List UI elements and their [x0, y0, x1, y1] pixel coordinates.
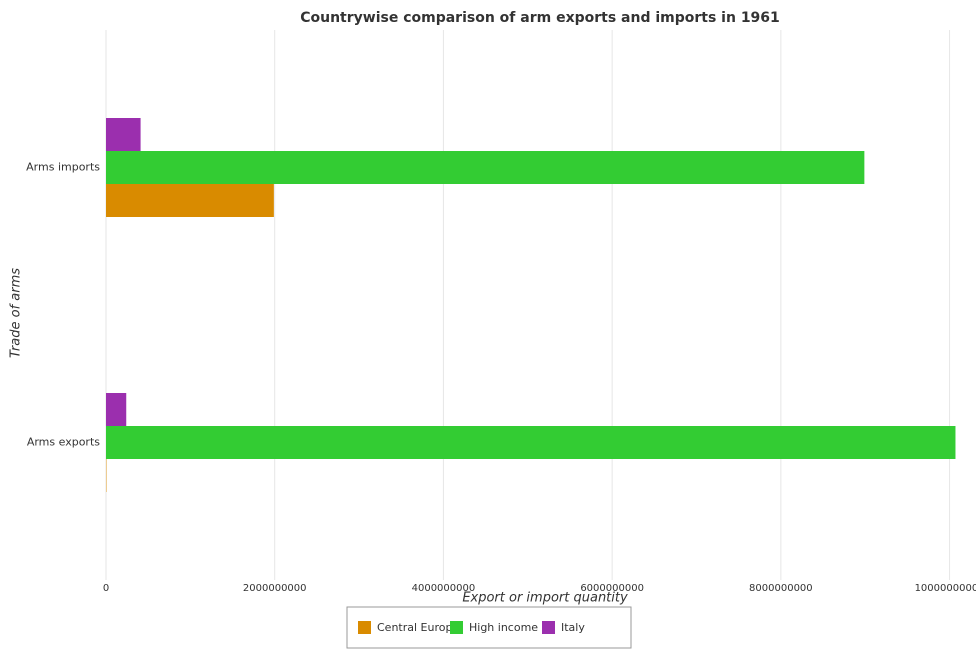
x-tick-label: 4000000000	[412, 583, 476, 594]
legend-label: Central Europe	[377, 621, 459, 634]
legend-label: Italy	[561, 621, 585, 634]
legend-swatch	[450, 621, 463, 634]
y-tick-label: Arms imports	[26, 161, 100, 174]
bar	[106, 393, 126, 426]
x-tick-label: 10000000000	[915, 583, 976, 594]
plot-area	[106, 30, 958, 580]
x-tick-label: 0	[103, 583, 109, 594]
bar	[106, 151, 864, 184]
y-tick-label: Arms exports	[27, 436, 100, 449]
y-axis-label: Trade of arms	[9, 268, 24, 358]
bar	[106, 426, 955, 459]
x-tick-label: 2000000000	[243, 583, 307, 594]
x-tick-label: 8000000000	[749, 583, 813, 594]
bar	[106, 118, 141, 151]
legend-swatch	[358, 621, 371, 634]
legend-label: High income	[469, 621, 538, 634]
bar	[106, 184, 274, 217]
x-tick-label: 6000000000	[580, 583, 644, 594]
chart-title: Countrywise comparison of arm exports an…	[300, 10, 780, 26]
legend-swatch	[542, 621, 555, 634]
